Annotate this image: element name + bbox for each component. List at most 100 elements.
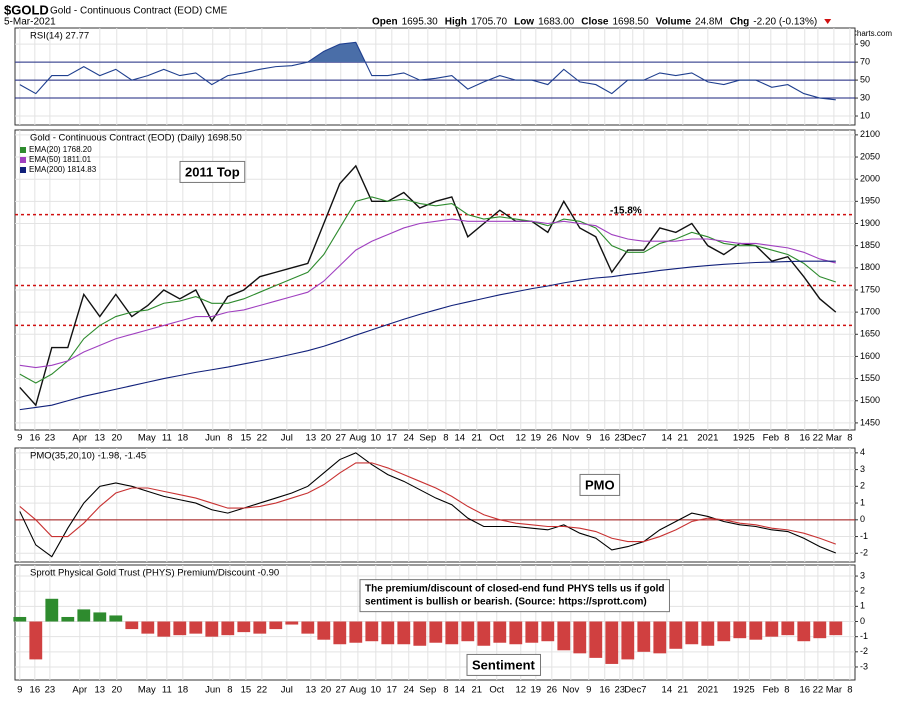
x-tick-label: 22 [813,685,824,696]
instrument-name: Gold - Continuous Contract (EOD) CME [50,6,228,17]
bar [269,621,283,630]
x-tick-label: Oct [489,685,504,696]
x-tick-label: 20 [321,685,332,696]
x-tick-label: 21 [678,685,689,696]
bar [13,616,27,622]
bar [205,621,219,637]
x-tick-label: 20 [321,433,332,444]
x-tick-label: 14 [662,433,673,444]
bar [573,621,587,654]
y-tick-label: 30 [860,92,870,102]
annotation: PMO [585,477,615,492]
bar [589,621,603,658]
bar [797,621,811,642]
y-tick-label: 1950 [860,196,880,206]
bar [237,621,251,633]
x-tick-label: 25 [744,685,755,696]
x-tick-label: 2021 [697,433,718,444]
y-tick-label: 2000 [860,174,880,184]
bar [317,621,331,640]
x-tick-label: 26 [547,433,558,444]
bar [813,621,827,639]
symbol: $GOLD [4,2,49,17]
y-tick-label: 3 [860,464,865,474]
bar [285,621,299,625]
x-tick-label: Mar [826,433,842,444]
x-tick-label: Feb [763,685,779,696]
y-tick-label: 2 [860,481,865,491]
x-tick-label: Sep [419,433,436,444]
date: 5-Mar-2021 [4,17,56,28]
y-tick-label: 1850 [860,240,880,250]
down-arrow [824,19,832,24]
panel-frame [14,447,856,563]
x-tick-label: Nov [562,685,579,696]
quote-value: 1683.00 [538,17,575,28]
series-line [19,41,836,101]
x-tick-label: 27 [335,685,346,696]
series-line [19,218,836,369]
y-tick-label: 3 [860,570,865,580]
x-tick-label: 21 [471,433,482,444]
x-tick-label: 13 [306,685,317,696]
bar [397,621,411,645]
bar [301,621,315,634]
quote-value: 24.8M [695,17,723,28]
legend-swatch [20,147,26,153]
bar [653,621,667,654]
quote-label: Open [372,17,398,28]
x-tick-label: 16 [799,685,810,696]
y-tick-label: -3 [860,661,868,671]
x-tick-label: 8 [847,685,852,696]
x-tick-label: 27 [335,433,346,444]
x-tick-label: 13 [95,433,106,444]
y-tick-label: 0 [860,616,865,626]
bar [333,621,347,645]
x-tick-label: 16 [599,685,610,696]
y-tick-label: 1600 [860,351,880,361]
bar [701,621,715,646]
x-tick-label: 16 [799,433,810,444]
x-tick-label: May [138,433,156,444]
x-tick-label: 23 [615,685,626,696]
annotation: The premium/discount of closed-end fund … [365,584,664,595]
x-tick-label: 24 [403,433,414,444]
bar [525,621,539,643]
x-tick-label: Dec [624,685,641,696]
x-tick-label: Jul [281,433,293,444]
bar [445,621,459,645]
bar [77,609,91,622]
panel-title: Sprott Physical Gold Trust (PHYS) Premiu… [30,568,279,579]
quote-label: Low [514,17,534,28]
quote-value: 1705.70 [471,17,508,28]
x-tick-label: 18 [178,685,189,696]
x-tick-label: Jun [205,685,220,696]
x-tick-label: 8 [443,685,448,696]
y-tick-label: 1 [860,497,865,507]
x-tick-label: Sep [419,685,436,696]
bar [733,621,747,639]
x-tick-label: Jun [205,433,220,444]
x-tick-label: 13 [306,433,317,444]
annotation-box [359,579,670,613]
x-tick-label: 25 [744,433,755,444]
bar [669,621,683,649]
x-tick-label: 14 [455,433,466,444]
panel-title: PMO(35,20,10) -1.98, -1.45 [30,451,146,462]
annotation: sentiment is bullish or bearish. (Source… [365,597,647,608]
y-tick-label: 2 [860,586,865,596]
bar [557,621,571,651]
x-tick-label: 16 [30,685,41,696]
bar [109,615,123,622]
x-tick-label: 22 [257,685,268,696]
bar [253,621,267,634]
x-tick-label: 19 [733,685,744,696]
quote-value: -2.20 (-0.13%) [753,17,817,28]
x-tick-label: 12 [515,685,526,696]
legend-label: EMA(200) 1814.83 [29,165,97,174]
x-tick-label: 21 [471,685,482,696]
x-tick-label: 8 [784,685,789,696]
bar [829,621,843,636]
bar [125,621,139,630]
